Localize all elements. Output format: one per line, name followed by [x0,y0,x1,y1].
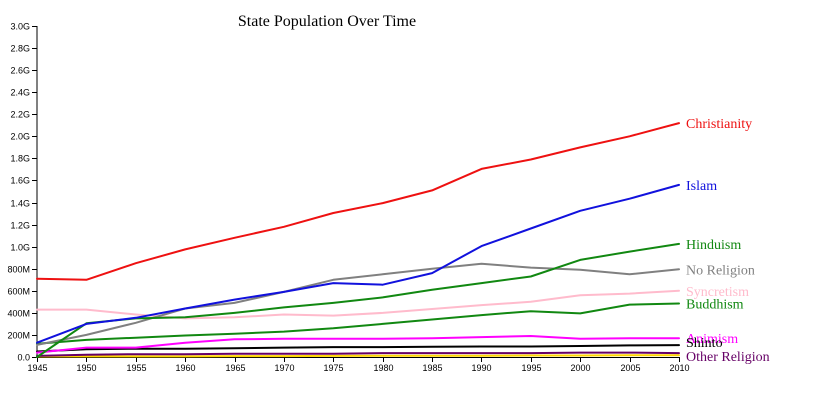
series-labels: Christianity Islam Hinduism No Religion Sync… [686,117,770,365]
series-line-animism [36,335,680,354]
series-line-unlabeled [36,354,680,358]
series-label-no-religion: No Religion [686,263,755,278]
y-tick-label: 2.4G [10,88,30,98]
x-tick-label: 1955 [126,363,146,373]
series-label-christianity: Christianity [686,117,752,132]
y-tick-label: 2.8G [10,44,30,54]
y-tick-label: 1.4G [10,199,30,209]
series-line-no-religion [36,262,680,346]
x-tick-label: 2010 [669,363,689,373]
y-tick-label: 1.8G [10,154,30,164]
x-tick-label: 1985 [422,363,442,373]
x-axis: 1945 1950 1955 1960 1965 1970 1975 1980 1985 1990… [27,357,690,373]
series-line-buddhism [36,302,680,345]
x-tick-label: 1990 [471,363,491,373]
x-tick-label: 1980 [373,363,393,373]
series-label-islam: Islam [686,179,717,194]
x-tick-label: 1965 [225,363,245,373]
y-tick-label: 2.2G [10,110,30,120]
y-tick-label: 600M [7,287,30,297]
series-label-shinto: Shinto [686,336,723,351]
x-tick-label: 1995 [521,363,541,373]
series-line-hinduism [36,242,680,358]
y-tick-label: 1.6G [10,176,30,186]
series-line-syncretism [36,289,680,320]
x-tick-label: 1950 [76,363,96,373]
x-tick-label: 2000 [570,363,590,373]
series-line-shinto [36,344,680,353]
series-label-animism: Animism [686,332,738,347]
series-lines [36,122,680,358]
chart-title: State Population Over Time [238,13,416,30]
x-tick-label: 1975 [323,363,343,373]
y-tick-label: 0.0 [17,353,30,363]
y-tick-label: 1.2G [10,221,30,231]
series-label-hinduism: Hinduism [686,238,741,253]
series-line-other-religion [36,351,680,357]
x-tick-label: 1970 [274,363,294,373]
y-tick-label: 400M [7,309,30,319]
x-tick-label: 2005 [620,363,640,373]
series-label-syncretism: Syncretism [686,285,749,300]
x-tick-label: 1945 [27,363,47,373]
series-line-christianity [36,122,680,281]
y-tick-label: 200M [7,331,30,341]
y-tick-label: 3.0G [10,22,30,32]
y-axis: 0.0 200M 400M 600M 800M 1.0G 1.2G 1.4G 1.6G 1.8G 2… [7,22,38,363]
series-line-islam [36,183,680,344]
series-label-other-religion: Other Religion [686,350,770,365]
x-tick-label: 1960 [175,363,195,373]
y-tick-label: 1.0G [10,243,30,253]
y-tick-label: 2.6G [10,66,30,76]
y-tick-label: 800M [7,265,30,275]
y-tick-label: 2.0G [10,132,30,142]
series-label-buddhism: Buddhism [686,298,744,313]
